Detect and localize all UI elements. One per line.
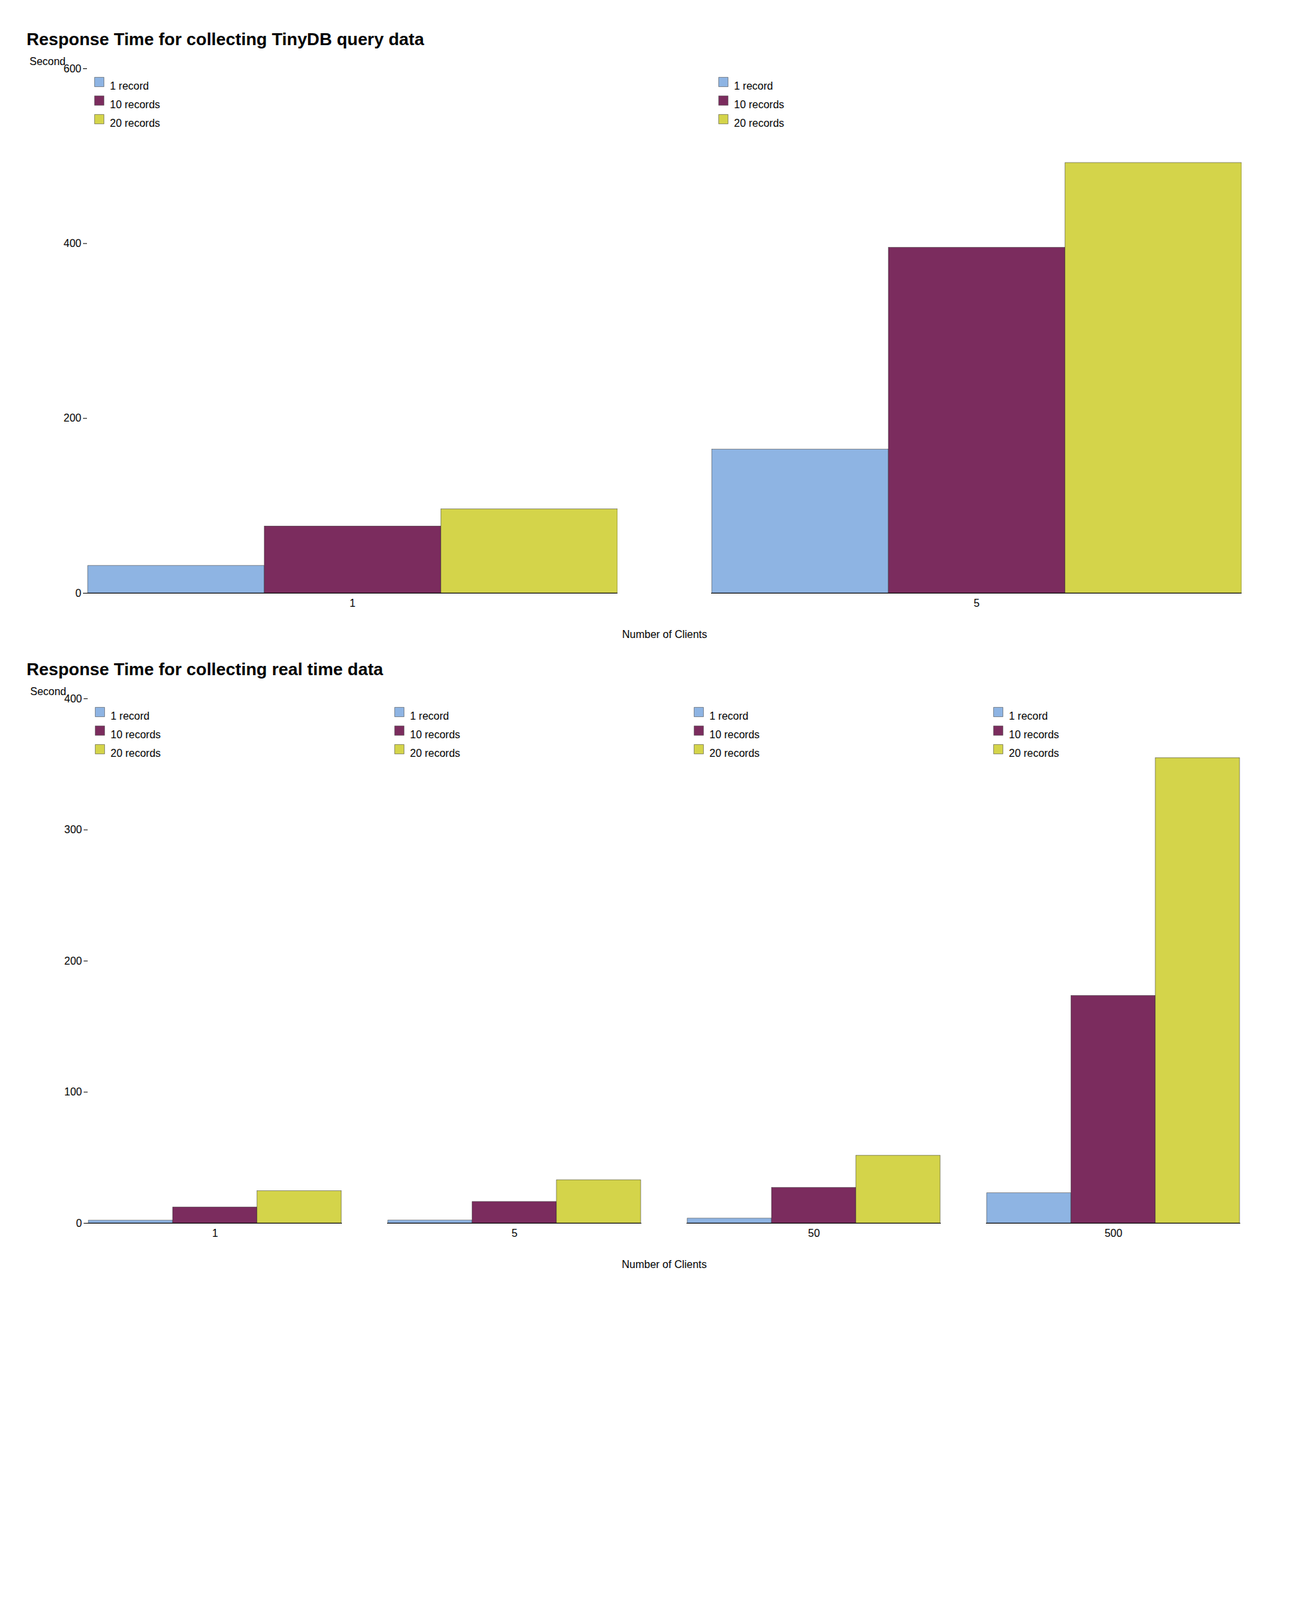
svg-text:100: 100	[64, 1086, 83, 1098]
svg-text:1: 1	[349, 597, 356, 609]
svg-text:10 records: 10 records	[410, 729, 461, 741]
svg-text:10 records: 10 records	[110, 98, 161, 111]
svg-text:Number of Clients: Number of Clients	[621, 1258, 707, 1271]
svg-text:1: 1	[212, 1227, 219, 1239]
svg-text:50: 50	[808, 1227, 820, 1239]
svg-text:20 records: 20 records	[709, 747, 761, 759]
svg-text:20 records: 20 records	[734, 117, 785, 129]
svg-text:10 records: 10 records	[709, 729, 761, 741]
svg-text:200: 200	[63, 412, 82, 424]
svg-text:1 record: 1 record	[1009, 710, 1049, 722]
svg-text:20 records: 20 records	[1009, 747, 1060, 759]
svg-text:0: 0	[76, 1217, 83, 1229]
svg-text:20 records: 20 records	[410, 747, 461, 759]
svg-text:5: 5	[973, 597, 980, 609]
html-text:Response Time for collecting r: Response Time for collecting real time d…	[26, 659, 384, 680]
svg-text:20 records: 20 records	[110, 747, 162, 759]
svg-text:1 record: 1 record	[110, 710, 151, 722]
svg-text:400: 400	[63, 237, 82, 249]
svg-text:500: 500	[1104, 1227, 1123, 1239]
svg-text:1 record: 1 record	[410, 710, 450, 722]
svg-text:1 record: 1 record	[734, 80, 774, 92]
svg-text:600: 600	[63, 63, 82, 75]
svg-text:20 records: 20 records	[110, 117, 161, 129]
svg-text:0: 0	[75, 587, 82, 599]
svg-text:5: 5	[511, 1227, 518, 1239]
svg-text:Second: Second	[30, 685, 67, 698]
svg-text:300: 300	[64, 823, 83, 836]
svg-text:1 record: 1 record	[709, 710, 749, 722]
svg-text:Number of Clients: Number of Clients	[622, 628, 708, 641]
svg-text:Second: Second	[29, 55, 66, 68]
svg-text:10 records: 10 records	[110, 729, 162, 741]
svg-text:10 records: 10 records	[734, 98, 785, 111]
svg-text:1 record: 1 record	[110, 80, 150, 92]
svg-text:400: 400	[64, 693, 83, 705]
svg-text:200: 200	[64, 955, 83, 967]
svg-text:10 records: 10 records	[1009, 729, 1060, 741]
html-text:Response Time for collecting T: Response Time for collecting TinyDB quer…	[26, 29, 424, 50]
